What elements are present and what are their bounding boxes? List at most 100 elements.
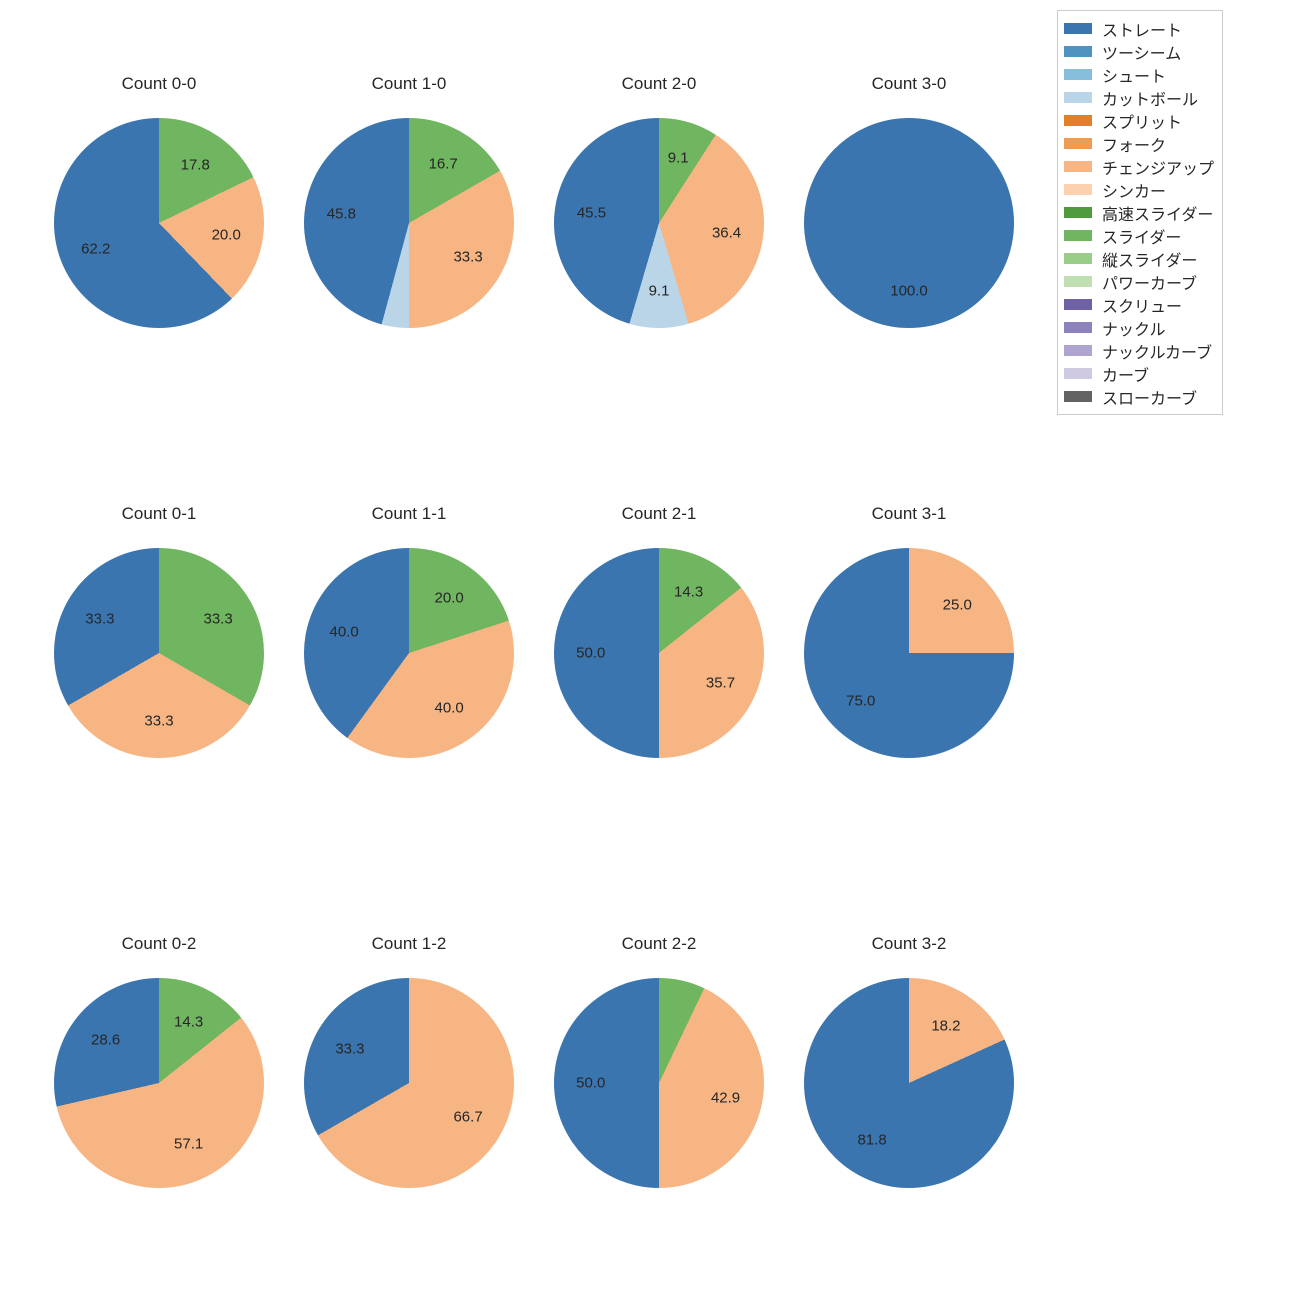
pie-slice-label: 62.2	[81, 240, 110, 257]
legend-item: シンカー	[1064, 178, 1214, 201]
legend-label: フォーク	[1102, 132, 1166, 156]
pie-slice-label: 35.7	[706, 674, 735, 691]
pie-panel: Count 2-045.59.136.49.1	[540, 80, 778, 370]
pie-panel: Count 0-062.220.017.8	[40, 80, 278, 370]
pie-slice-label: 16.7	[429, 155, 458, 172]
legend-label: シンカー	[1102, 178, 1166, 202]
legend-swatch	[1064, 69, 1092, 80]
figure: Count 0-062.220.017.8Count 1-045.833.316…	[0, 0, 1300, 1300]
pie-wrap: 33.3 33.3 33.3	[54, 548, 264, 758]
legend-swatch	[1064, 368, 1092, 379]
pie-panel: Count 2-150.035.714.3	[540, 510, 778, 800]
legend-label: スクリュー	[1102, 293, 1182, 317]
legend-swatch	[1064, 322, 1092, 333]
pie-title: Count 3-2	[790, 934, 1028, 954]
pie-title: Count 2-0	[540, 74, 778, 94]
pie-slice-label: 25.0	[943, 596, 972, 613]
pie-slice-label: 33.3	[453, 249, 482, 266]
pie-title: Count 3-1	[790, 504, 1028, 524]
pie-slice-label: 50.0	[576, 1075, 605, 1092]
pie-wrap: 33.366.7	[304, 978, 514, 1188]
pie-slice-label: 100.0	[890, 283, 928, 300]
legend-swatch	[1064, 207, 1092, 218]
pie-title: Count 0-0	[40, 74, 278, 94]
legend-swatch	[1064, 161, 1092, 172]
pie-chart	[304, 118, 514, 328]
pie-slice-label: 40.0	[435, 700, 464, 717]
pie-wrap: 50.035.714.3	[554, 548, 764, 758]
legend: ストレートツーシームシュートカットボールスプリットフォークチェンジアップシンカー…	[1057, 10, 1223, 415]
pie-slice-label: 9.1	[649, 283, 670, 300]
legend-item: チェンジアップ	[1064, 155, 1214, 178]
pie-title: Count 0-1	[40, 504, 278, 524]
pie-wrap: 62.220.017.8	[54, 118, 264, 328]
legend-item: フォーク	[1064, 132, 1214, 155]
legend-label: 縦スライダー	[1102, 247, 1197, 271]
pie-slice-label: 45.8	[327, 206, 356, 223]
pie-wrap: 75.0 25.0	[804, 548, 1014, 758]
pie-slice-label: 14.3	[674, 583, 703, 600]
legend-item: ツーシーム	[1064, 40, 1214, 63]
pie-panel: Count 1-045.833.316.7	[290, 80, 528, 370]
pie-panel: Count 1-140.040.020.0	[290, 510, 528, 800]
pie-slice-label: 75.0	[846, 693, 875, 710]
legend-item: ナックルカーブ	[1064, 339, 1214, 362]
pie-slice-label: 18.2	[931, 1017, 960, 1034]
legend-label: ストレート	[1102, 17, 1182, 41]
legend-item: 縦スライダー	[1064, 247, 1214, 270]
pie-chart	[54, 118, 264, 328]
pie-panel: Count 2-250.042.9	[540, 940, 778, 1230]
legend-label: 高速スライダー	[1102, 201, 1213, 225]
legend-item: シュート	[1064, 63, 1214, 86]
legend-label: カットボール	[1102, 86, 1198, 110]
legend-swatch	[1064, 184, 1092, 195]
legend-swatch	[1064, 299, 1092, 310]
legend-item: カットボール	[1064, 86, 1214, 109]
legend-swatch	[1064, 253, 1092, 264]
legend-label: カーブ	[1102, 362, 1149, 386]
pie-slice-label: 33.3	[144, 713, 173, 730]
pie-wrap: 81.8 18.2	[804, 978, 1014, 1188]
pie-slice-label: 81.8	[857, 1132, 886, 1149]
legend-item: ストレート	[1064, 17, 1214, 40]
pie-panel: Count 1-233.366.7	[290, 940, 528, 1230]
legend-swatch	[1064, 230, 1092, 241]
legend-label: ナックルカーブ	[1102, 339, 1212, 363]
pie-chart	[304, 548, 514, 758]
pie-title: Count 0-2	[40, 934, 278, 954]
legend-label: シュート	[1102, 63, 1166, 87]
legend-swatch	[1064, 138, 1092, 149]
legend-item: ナックル	[1064, 316, 1214, 339]
pie-slice-label: 20.0	[435, 589, 464, 606]
legend-item: スクリュー	[1064, 293, 1214, 316]
pie-panel: Count 0-133.333.333.3	[40, 510, 278, 800]
pie-title: Count 2-2	[540, 934, 778, 954]
pie-wrap: 28.657.114.3	[54, 978, 264, 1188]
legend-label: スローカーブ	[1102, 385, 1197, 409]
pie-wrap: 45.8 33.3 16.7	[304, 118, 514, 328]
pie-title: Count 1-2	[290, 934, 528, 954]
pie-title: Count 1-0	[290, 74, 528, 94]
pie-panel: Count 3-281.818.2	[790, 940, 1028, 1230]
legend-item: スローカーブ	[1064, 385, 1214, 408]
legend-swatch	[1064, 276, 1092, 287]
pie-title: Count 1-1	[290, 504, 528, 524]
legend-label: ツーシーム	[1102, 40, 1181, 64]
pie-slice-label: 45.5	[577, 205, 606, 222]
legend-item: スライダー	[1064, 224, 1214, 247]
legend-item: カーブ	[1064, 362, 1214, 385]
pie-slice-label: 14.3	[174, 1013, 203, 1030]
pie-slice-label: 42.9	[711, 1090, 740, 1107]
legend-swatch	[1064, 23, 1092, 34]
pie-slice-label: 33.3	[203, 610, 232, 627]
pie-wrap: 100.0	[804, 118, 1014, 328]
legend-label: ナックル	[1102, 316, 1166, 340]
pie-wrap: 50.0 42.9	[554, 978, 764, 1188]
legend-swatch	[1064, 92, 1092, 103]
legend-swatch	[1064, 46, 1092, 57]
pie-slice-label: 36.4	[712, 224, 741, 241]
pie-slice-label: 17.8	[181, 157, 210, 174]
pie-slice-label: 40.0	[329, 623, 358, 640]
pie-slice-label: 33.3	[85, 610, 114, 627]
legend-item: パワーカーブ	[1064, 270, 1214, 293]
